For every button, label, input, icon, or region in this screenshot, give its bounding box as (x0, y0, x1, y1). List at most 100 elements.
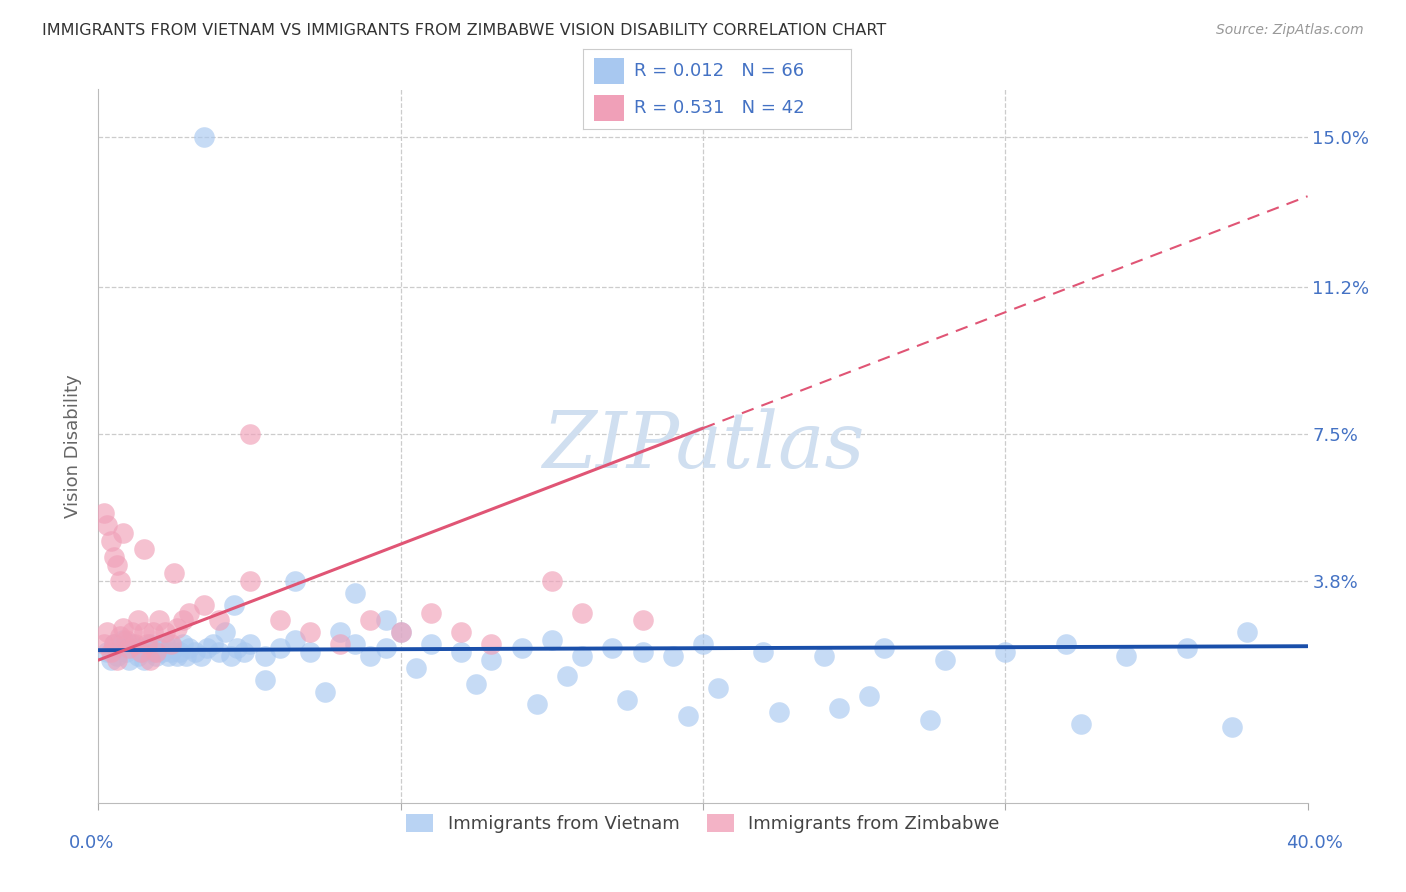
Point (226, 641, 249, 656)
Point (374, 614, 396, 628)
Point (1115, 649, 1137, 664)
Point (239, 574, 262, 588)
Point (828, 700, 851, 714)
Point (616, 692, 638, 706)
Point (571, 649, 593, 664)
Point (96, 645, 118, 659)
Point (111, 621, 134, 635)
Point (299, 645, 322, 659)
Point (1070, 716, 1092, 731)
Point (526, 697, 548, 711)
Point (114, 645, 136, 659)
Point (405, 661, 427, 675)
Point (145, 649, 167, 664)
Point (602, 641, 624, 656)
Point (127, 614, 149, 628)
Point (108, 641, 131, 656)
Point (481, 653, 503, 667)
Point (1054, 637, 1077, 651)
Point (142, 645, 165, 659)
Point (752, 645, 775, 659)
Point (160, 637, 183, 651)
Point (145, 645, 167, 659)
Point (813, 649, 835, 664)
Point (661, 649, 683, 664)
Point (179, 641, 201, 656)
Point (934, 653, 956, 667)
Point (994, 645, 1017, 659)
Text: ZIPatlas: ZIPatlas (541, 408, 865, 484)
Point (707, 681, 730, 695)
Point (148, 614, 170, 628)
Point (232, 645, 254, 659)
FancyBboxPatch shape (595, 95, 624, 120)
Point (873, 641, 896, 656)
Text: R = 0.531   N = 42: R = 0.531 N = 42 (634, 99, 804, 117)
Point (108, 629, 131, 643)
Point (253, 673, 276, 687)
Point (169, 645, 191, 659)
Point (269, 641, 291, 656)
Point (510, 641, 533, 656)
Point (208, 645, 231, 659)
Point (148, 641, 170, 656)
Point (93, 637, 115, 651)
Point (100, 653, 122, 667)
Point (135, 637, 157, 651)
Point (105, 653, 128, 667)
Point (465, 677, 488, 691)
Point (450, 625, 472, 640)
Point (132, 625, 155, 640)
Point (195, 641, 218, 656)
Point (374, 641, 396, 656)
Point (768, 705, 790, 719)
Point (420, 637, 443, 651)
Point (344, 637, 367, 651)
Point (160, 645, 183, 659)
Point (1175, 641, 1198, 656)
Point (96, 518, 118, 533)
Point (124, 641, 146, 656)
Point (132, 542, 155, 557)
Point (389, 625, 412, 640)
Point (118, 641, 141, 656)
Point (389, 625, 412, 640)
Point (284, 574, 307, 588)
Point (571, 606, 593, 620)
Point (221, 649, 243, 664)
Point (96, 625, 118, 640)
Point (166, 649, 188, 664)
Point (108, 574, 131, 588)
Point (450, 645, 472, 659)
Point (103, 637, 125, 651)
Point (631, 645, 654, 659)
Point (156, 649, 179, 664)
Legend: Immigrants from Vietnam, Immigrants from Zimbabwe: Immigrants from Vietnam, Immigrants from… (399, 806, 1007, 840)
Point (269, 614, 291, 628)
Point (208, 614, 231, 628)
Point (360, 649, 382, 664)
Point (166, 621, 188, 635)
Point (100, 534, 122, 549)
Point (555, 669, 578, 683)
Point (481, 637, 503, 651)
Point (132, 653, 155, 667)
Point (172, 614, 194, 628)
Point (111, 526, 134, 541)
Point (124, 637, 146, 651)
Point (139, 637, 162, 651)
Point (135, 641, 157, 656)
Point (121, 625, 143, 640)
Point (190, 649, 212, 664)
Point (214, 625, 236, 640)
Point (172, 637, 194, 651)
Point (174, 649, 197, 664)
Point (100, 645, 122, 659)
Point (163, 641, 186, 656)
Point (540, 633, 562, 648)
Point (692, 637, 714, 651)
Point (179, 606, 201, 620)
Point (105, 649, 128, 664)
Point (193, 129, 215, 144)
Text: IMMIGRANTS FROM VIETNAM VS IMMIGRANTS FROM ZIMBABWE VISION DISABILITY CORRELATIO: IMMIGRANTS FROM VIETNAM VS IMMIGRANTS FR… (42, 23, 886, 38)
